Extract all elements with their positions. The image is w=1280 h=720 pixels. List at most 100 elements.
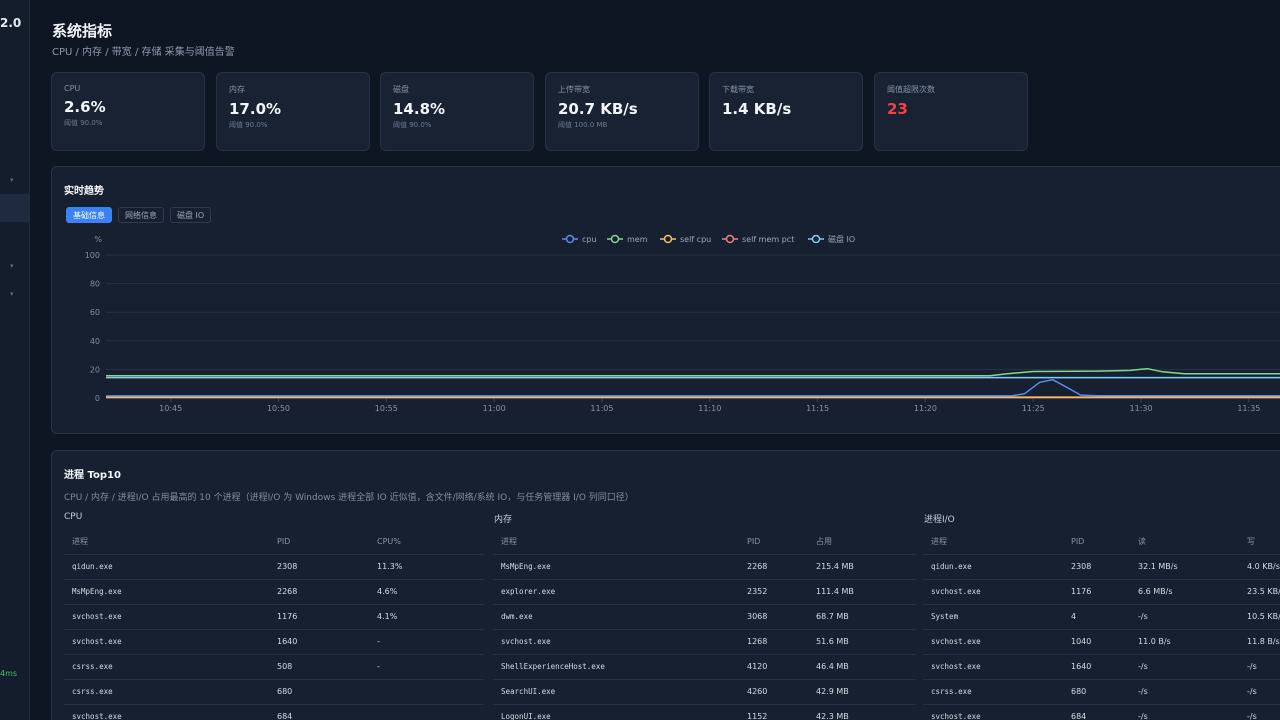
process-pid: 1640 [269, 628, 369, 654]
y-tick-label: 100 [85, 251, 100, 260]
process-name: ShellExperienceHost.exe [493, 653, 739, 679]
table-row[interactable]: csrss.exe 680 [64, 678, 484, 704]
process-metric: -/s [1239, 653, 1280, 679]
tab-basic-info[interactable]: 基础信息 [66, 207, 112, 223]
memory-column-title: 内存 [494, 515, 513, 525]
y-tick-label: 0 [95, 394, 100, 403]
process-name: qidun.exe [923, 553, 1063, 579]
process-metric: 23.5 KB/s [1239, 578, 1280, 604]
process-name: csrss.exe [923, 678, 1063, 704]
table-row[interactable]: LogonUI.exe 1152 42.3 MB [493, 703, 916, 720]
process-pid: 2268 [269, 578, 369, 604]
y-tick-label: 80 [90, 280, 100, 289]
column-header[interactable]: 占用 [816, 537, 832, 547]
process-pid: 684 [269, 703, 369, 720]
card-label: 阈值超限次数 [887, 85, 935, 94]
process-pid: 508 [269, 653, 369, 679]
chevron-down-icon[interactable]: ▾ [10, 176, 14, 184]
card-value: 14.8% [393, 100, 446, 118]
io-column-title: 进程I/O [924, 515, 955, 525]
series-line-mem [106, 367, 1280, 377]
x-tick-label: 11:20 [914, 404, 937, 413]
legend-label: self cpu [680, 235, 711, 244]
legend-label: self mem pct [742, 235, 794, 244]
legend-label: 磁盘 IO [828, 234, 855, 244]
table-row[interactable]: svchost.exe 1040 11.0 B/s 11.8 B/s [923, 628, 1280, 654]
x-tick-label: 10:50 [267, 404, 290, 413]
column-header[interactable]: PID [1071, 537, 1085, 547]
x-tick-label: 10:55 [375, 404, 398, 413]
process-metric: -/s [1130, 653, 1239, 679]
process-pid: 684 [1063, 703, 1130, 720]
table-row[interactable]: svchost.exe 1268 51.6 MB [493, 628, 916, 654]
process-metric: 42.3 MB [808, 703, 916, 720]
x-tick-label: 11:25 [1022, 404, 1045, 413]
trend-line-chart: 0 20 40 60 80 100% 10:45 10:50 10:55 11:00 11:05 11… [85, 234, 1280, 413]
process-metric: 11.0 B/s [1130, 628, 1239, 654]
process-metric: -/s [1130, 603, 1239, 629]
table-row[interactable]: csrss.exe 508- [64, 653, 484, 679]
table-row[interactable]: csrss.exe 680 -/s -/s [923, 678, 1280, 704]
process-metric: - [369, 653, 484, 679]
chevron-down-icon[interactable]: ▾ [10, 262, 14, 270]
column-header[interactable]: 进程 [931, 537, 947, 547]
process-name: explorer.exe [493, 578, 739, 604]
process-metric: 111.4 MB [808, 578, 916, 604]
column-header[interactable]: PID [747, 537, 761, 547]
process-pid: 680 [1063, 678, 1130, 704]
process-name: dwm.exe [493, 603, 739, 629]
card-value: 23 [887, 100, 908, 118]
process-metric: 4.0 KB/s [1239, 553, 1280, 579]
table-row[interactable]: svchost.exe 684 -/s -/s [923, 703, 1280, 720]
cpu-process-table: 进程 PID CPU% qidun.exe 2308 11.3% MsMpEng.ex… [64, 530, 484, 720]
table-row[interactable]: svchost.exe 684 [64, 703, 484, 720]
x-tick-label: 11:35 [1237, 404, 1260, 413]
column-header[interactable]: 进程 [501, 537, 517, 547]
sidebar: 2.0 ▾ ▾ ▾ 4ms [0, 0, 30, 720]
table-row[interactable]: qidun.exe 2308 32.1 MB/s 4.0 KB/s [923, 553, 1280, 579]
x-tick-label: 11:15 [806, 404, 829, 413]
process-pid: 3068 [739, 603, 808, 629]
process-metric: 215.4 MB [808, 553, 916, 579]
process-name: System [923, 603, 1063, 629]
table-row[interactable]: ShellExperienceHost.exe 4120 46.4 MB [493, 653, 916, 679]
card-value: 1.4 KB/s [722, 100, 792, 118]
card-label: 磁盘 [393, 85, 409, 94]
tab-disk-io[interactable]: 磁盘 IO [170, 207, 212, 223]
table-row[interactable]: svchost.exe 1640- [64, 628, 484, 654]
table-row[interactable]: svchost.exe 1640 -/s -/s [923, 653, 1280, 679]
tab-network-info[interactable]: 网络信息 [118, 207, 164, 223]
process-metric: 42.9 MB [808, 678, 916, 704]
process-name: MsMpEng.exe [493, 553, 739, 579]
x-tick-label: 10:45 [159, 404, 182, 413]
chevron-down-icon[interactable]: ▾ [10, 290, 14, 298]
process-panel: 进程 Top10 CPU / 内存 / 进程I/O 占用最高的 10 个进程（进… [51, 450, 1280, 720]
table-row[interactable]: dwm.exe 3068 68.7 MB [493, 603, 916, 629]
table-row[interactable]: MsMpEng.exe 2268 215.4 MB [493, 553, 916, 579]
table-row[interactable]: SearchUI.exe 4260 42.9 MB [493, 678, 916, 704]
column-header[interactable]: PID [277, 537, 291, 547]
process-metric: 32.1 MB/s [1130, 553, 1239, 579]
process-description: CPU / 内存 / 进程I/O 占用最高的 10 个进程（进程I/O 为 Wi… [64, 493, 634, 503]
card-value: 17.0% [229, 100, 282, 118]
process-pid: 2268 [739, 553, 808, 579]
column-header[interactable]: 写 [1247, 537, 1255, 547]
column-header[interactable]: CPU% [377, 537, 401, 547]
sidebar-item-active[interactable] [0, 194, 30, 222]
process-title: 进程 Top10 [64, 470, 121, 481]
main-content: 系统指标 CPU / 内存 / 带宽 / 存储 采集与阈值告警 CPU 2.6%… [30, 0, 1280, 720]
column-header[interactable]: 进程 [72, 537, 88, 547]
process-metric: 4.6% [369, 578, 484, 604]
column-header[interactable]: 读 [1138, 537, 1146, 547]
process-metric [369, 678, 484, 704]
table-row[interactable]: MsMpEng.exe 2268 4.6% [64, 578, 484, 604]
table-row[interactable]: svchost.exe 1176 4.1% [64, 603, 484, 629]
process-metric: -/s [1130, 703, 1239, 720]
process-pid: 4 [1063, 603, 1130, 629]
table-row[interactable]: explorer.exe 2352 111.4 MB [493, 578, 916, 604]
table-row[interactable]: qidun.exe 2308 11.3% [64, 553, 484, 579]
process-metric: 68.7 MB [808, 603, 916, 629]
card-value: 2.6% [64, 98, 106, 116]
